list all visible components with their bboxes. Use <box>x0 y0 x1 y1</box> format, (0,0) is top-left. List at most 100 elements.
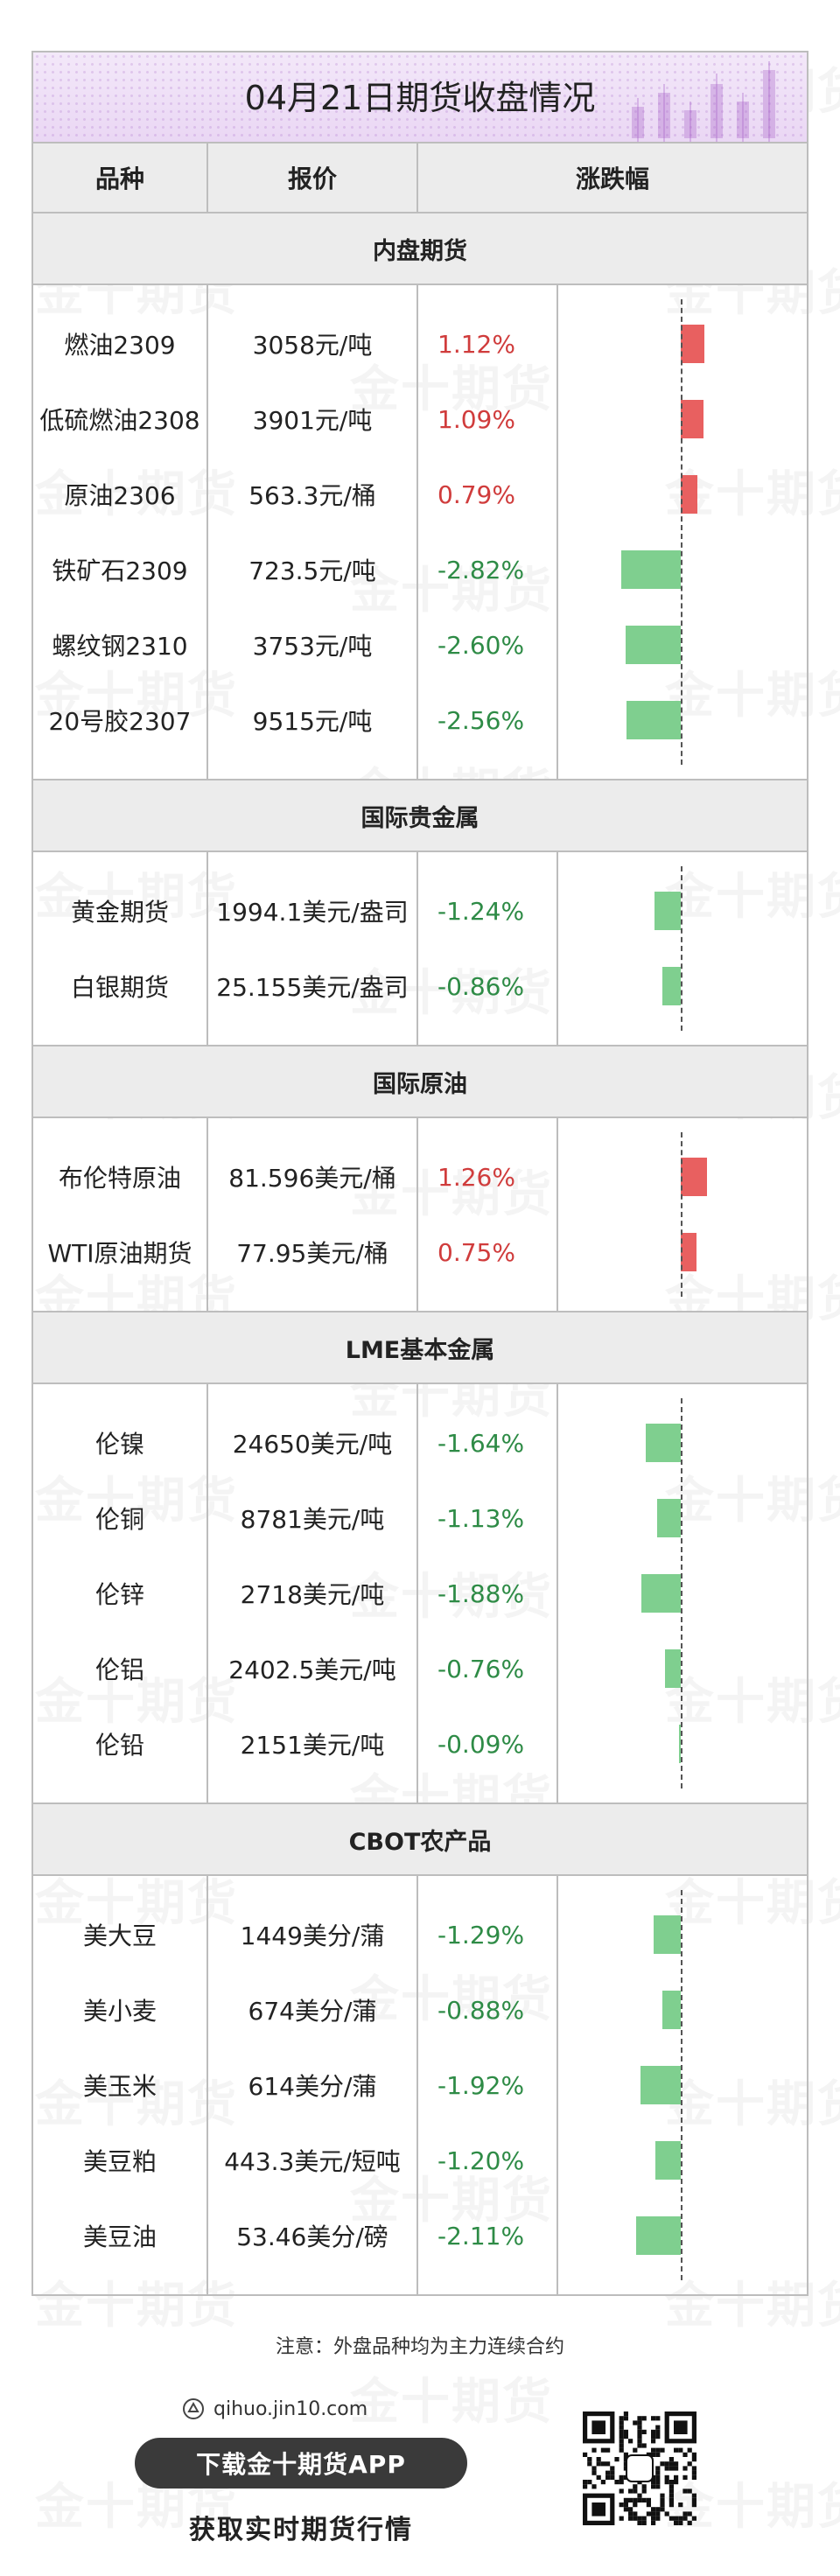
site-url: qihuo.jin10.com <box>214 2398 368 2420</box>
variety-change: -0.88% <box>438 1995 525 2025</box>
change-bar <box>678 1725 681 1763</box>
variety-name: 伦铅 <box>94 1731 144 1760</box>
zero-line <box>681 1398 682 1788</box>
variety-change: 1.26% <box>438 1162 515 1192</box>
variety-change: -2.11% <box>438 2221 525 2250</box>
variety-change: -1.92% <box>438 2070 525 2100</box>
variety-price: 53.46美分/磅 <box>236 2222 388 2251</box>
variety-change: 0.75% <box>438 1237 515 1267</box>
section-header: 内盘期货 <box>33 214 807 285</box>
tagline: 获取实时期货行情 <box>189 2515 413 2545</box>
variety-change: -2.82% <box>438 555 525 584</box>
variety-change: -2.56% <box>438 705 525 735</box>
title-pattern <box>33 52 807 142</box>
price-column: 1449美分/蒲 674美分/蒲 614美分/蒲 443.3美元/短吨 53.46美分/… <box>208 1876 418 2294</box>
variety-change: -0.76% <box>438 1654 525 1684</box>
section-body: 美大豆 美小麦 美玉米 美豆粕 美豆油 1449美分/蒲 674美分/蒲 614美分/蒲 443… <box>33 1876 807 2294</box>
header-change: 涨跌幅 <box>575 164 649 193</box>
variety-name: 原油2306 <box>64 481 176 510</box>
change-bar-column <box>558 1384 807 1802</box>
variety-price: 2151美元/吨 <box>240 1731 385 1760</box>
jin10-logo-icon <box>183 2398 204 2419</box>
variety-name: 伦镍 <box>94 1430 144 1459</box>
variety-price: 3058元/吨 <box>252 331 373 360</box>
section-body: 黄金期货 白银期货 1994.1美元/盎司 25.155美元/盎司 -1.24% -0.8… <box>33 852 807 1046</box>
section-body: 伦镍 伦铜 伦锌 伦铝 伦铅 24650美元/吨 8781美元/吨 2718美元/吨 2402.… <box>33 1384 807 1804</box>
variety-price: 563.3元/桶 <box>248 481 376 510</box>
change-bar <box>681 475 698 514</box>
variety-price: 24650美元/吨 <box>232 1430 393 1459</box>
change-bar <box>646 1424 681 1462</box>
change-column: -1.29% -0.88% -1.92% -1.20% -2.11% <box>418 1876 558 2294</box>
variety-name: 伦铜 <box>94 1505 144 1534</box>
section-header: CBOT农产品 <box>33 1804 807 1876</box>
variety-name: 燃油2309 <box>64 331 176 360</box>
variety-column: 黄金期货 白银期货 <box>33 852 208 1045</box>
variety-price: 8781美元/吨 <box>240 1505 385 1534</box>
variety-name: 螺纹钢2310 <box>52 632 188 661</box>
change-bar <box>681 325 704 363</box>
header-price: 报价 <box>208 144 418 212</box>
variety-name: 白银期货 <box>70 973 169 1002</box>
variety-name: 美豆粕 <box>82 2147 157 2176</box>
download-app-button[interactable]: 下载金十期货APP <box>135 2438 467 2488</box>
variety-change: -1.20% <box>438 2146 525 2175</box>
change-bar <box>636 2216 681 2255</box>
change-bar <box>681 1158 708 1196</box>
variety-price: 3753元/吨 <box>252 632 373 661</box>
change-bar <box>662 1991 681 2029</box>
change-bar-column <box>558 852 807 1045</box>
variety-change: 1.12% <box>438 329 515 359</box>
price-column: 1994.1美元/盎司 25.155美元/盎司 <box>208 852 418 1045</box>
variety-column: 燃油2309 低硫燃油2308 原油2306 铁矿石2309 螺纹钢2310 20号胶23… <box>33 285 208 779</box>
variety-price: 3901元/吨 <box>252 406 373 435</box>
variety-price: 2402.5美元/吨 <box>228 1656 396 1684</box>
change-bar <box>664 1649 681 1688</box>
variety-column: 伦镍 伦铜 伦锌 伦铝 伦铅 <box>33 1384 208 1802</box>
variety-price: 1449美分/蒲 <box>240 1922 385 1950</box>
variety-change: -0.09% <box>438 1729 525 1759</box>
variety-price: 25.155美元/盎司 <box>216 973 409 1002</box>
zero-line <box>681 866 682 1031</box>
change-bar-column <box>558 285 807 779</box>
change-bar <box>640 1574 681 1613</box>
candlestick-decoration-icon <box>632 61 775 142</box>
qr-code-icon <box>583 2412 696 2525</box>
variety-price: 2718美元/吨 <box>240 1580 385 1609</box>
change-bar <box>662 967 681 1005</box>
variety-name: 美豆油 <box>82 2222 157 2251</box>
change-bar <box>654 892 681 930</box>
section-header: LME基本金属 <box>33 1312 807 1384</box>
change-bar <box>640 2066 681 2104</box>
variety-price: 443.3美元/短吨 <box>224 2147 401 2176</box>
change-column: -1.24% -0.86% <box>418 852 558 1045</box>
change-bar <box>621 550 681 589</box>
change-bar <box>655 2141 681 2180</box>
variety-change: 0.79% <box>438 480 515 509</box>
section-body: 燃油2309 低硫燃油2308 原油2306 铁矿石2309 螺纹钢2310 20号胶23… <box>33 285 807 780</box>
variety-name: 低硫燃油2308 <box>39 406 200 435</box>
variety-name: 黄金期货 <box>70 898 169 927</box>
header-variety: 品种 <box>33 144 208 212</box>
variety-price: 81.596美元/桶 <box>228 1164 396 1193</box>
variety-column: 美大豆 美小麦 美玉米 美豆粕 美豆油 <box>33 1876 208 2294</box>
variety-price: 723.5元/吨 <box>248 556 376 585</box>
variety-column: 布伦特原油 WTI原油期货 <box>33 1118 208 1311</box>
variety-change: -2.60% <box>438 630 525 660</box>
price-column: 81.596美元/桶 77.95美元/桶 <box>208 1118 418 1311</box>
change-bar <box>653 1915 681 1954</box>
price-column: 3058元/吨 3901元/吨 563.3元/桶 723.5元/吨 3753元/吨 951… <box>208 285 418 779</box>
site-link[interactable]: qihuo.jin10.com <box>182 2398 368 2420</box>
variety-change: 1.09% <box>438 404 515 434</box>
variety-change: -0.86% <box>438 971 525 1001</box>
section-body: 布伦特原油 WTI原油期货 81.596美元/桶 77.95美元/桶 1.26% 0.75… <box>33 1118 807 1312</box>
variety-price: 77.95美元/桶 <box>236 1239 388 1268</box>
variety-change: -1.13% <box>438 1503 525 1533</box>
sections-container: 内盘期货 燃油2309 低硫燃油2308 原油2306 铁矿石2309 螺纹钢2310 20… <box>33 214 807 2294</box>
variety-name: 美小麦 <box>82 1997 157 2026</box>
price-column: 24650美元/吨 8781美元/吨 2718美元/吨 2402.5美元/吨 2151美… <box>208 1384 418 1802</box>
variety-name: 20号胶2307 <box>48 707 192 736</box>
change-bar <box>681 400 704 438</box>
variety-price: 614美分/蒲 <box>248 2072 377 2101</box>
change-column: -1.64% -1.13% -1.88% -0.76% -0.09% <box>418 1384 558 1802</box>
